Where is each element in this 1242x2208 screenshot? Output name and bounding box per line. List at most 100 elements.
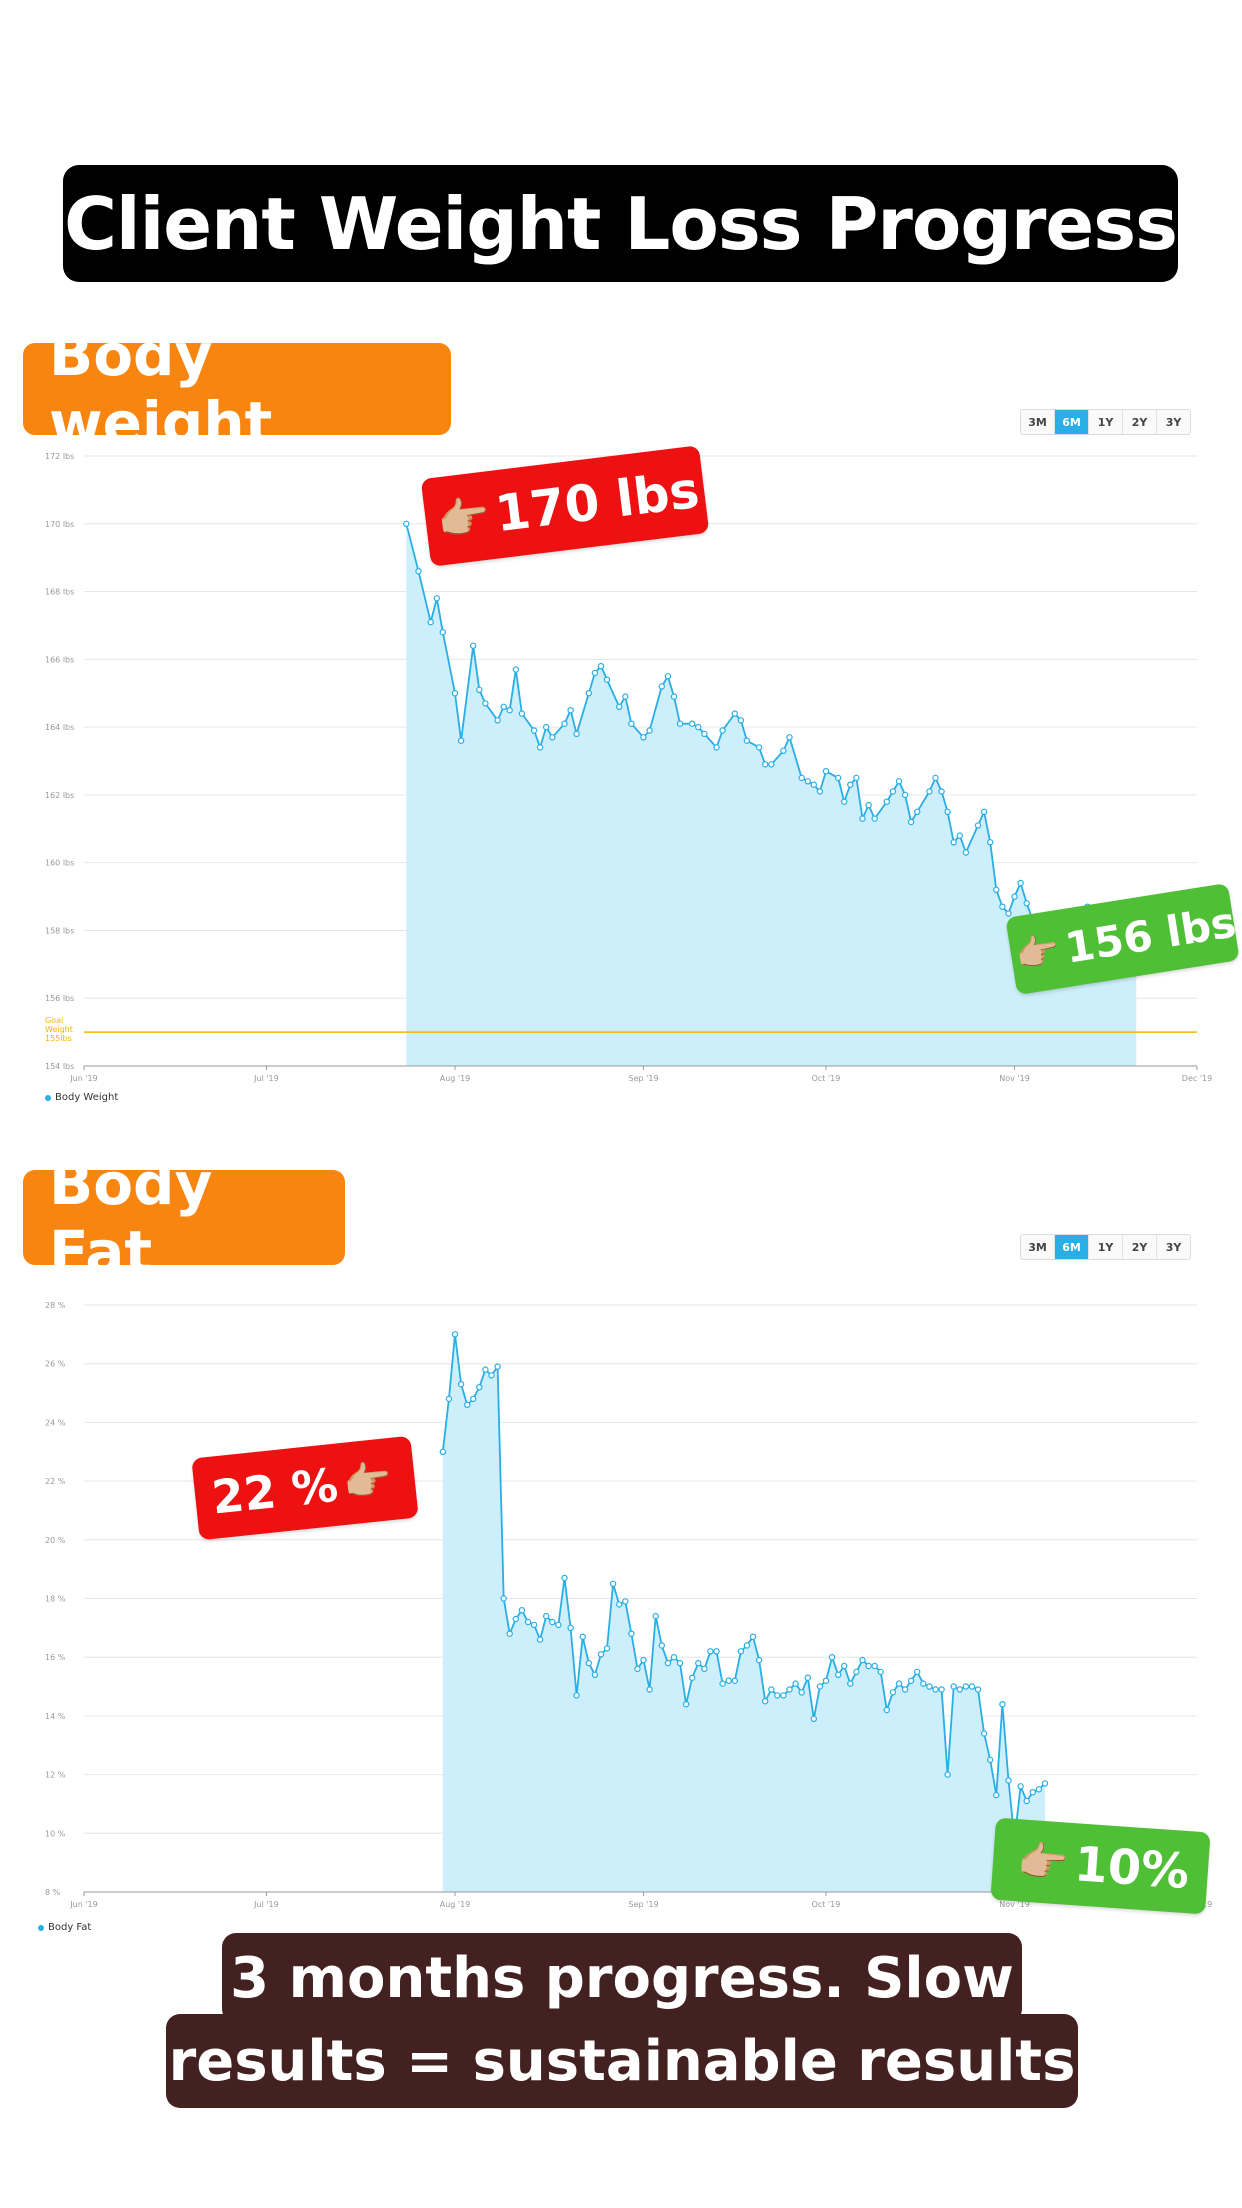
weight-data-point [841, 798, 848, 805]
weight-data-point [439, 629, 446, 636]
weight-data-point [786, 734, 793, 741]
weight-data-point [1005, 910, 1012, 917]
fat-data-point [464, 1401, 471, 1409]
fat-data-point [670, 1653, 678, 1661]
weight-data-point [494, 717, 501, 724]
weight-data-point [689, 720, 696, 727]
fat-data-point [847, 1680, 854, 1687]
fat-range-2y-button[interactable]: 2Y [1123, 1235, 1157, 1259]
footer-line-2: results = sustainable results [166, 2014, 1078, 2108]
fat-data-point [731, 1677, 739, 1684]
weight-range-3y-button[interactable]: 3Y [1165, 415, 1182, 429]
weight-data-point [427, 618, 434, 626]
legend-dot-icon [38, 1924, 44, 1931]
weight-y-tick-label: 164 lbs [45, 723, 74, 732]
weight-data-point [810, 781, 818, 788]
weight-data-point [585, 690, 593, 697]
fat-data-point [762, 1697, 769, 1705]
body-weight-legend: Body Weight [45, 1092, 118, 1103]
weight-data-point [950, 839, 957, 846]
fat-data-point [488, 1372, 495, 1379]
fat-data-point [792, 1680, 799, 1687]
fat-data-point [974, 1686, 982, 1693]
fat-data-point [871, 1662, 878, 1670]
fat-data-point [816, 1683, 824, 1690]
weight-data-point [713, 744, 720, 751]
weight-x-tick-label: Oct '19 [812, 1074, 841, 1083]
weight-data-point [1023, 900, 1030, 907]
weight-data-point [901, 791, 909, 799]
weight-data-point [597, 662, 605, 670]
fat-data-point [895, 1680, 903, 1687]
fat-data-point [616, 1601, 623, 1608]
weight-range-6m-button[interactable]: 6M [1055, 410, 1089, 434]
fat-data-point [883, 1706, 891, 1714]
fat-data-point [1017, 1783, 1024, 1790]
weight-data-point [804, 778, 812, 785]
fat-data-point [652, 1612, 659, 1620]
weight-goal-label: Weight [45, 1025, 73, 1034]
fat-data-point [780, 1692, 787, 1699]
weight-data-point [755, 744, 763, 751]
weight-x-tick-label: Jun '19 [69, 1074, 97, 1083]
weight-data-point [859, 815, 866, 822]
fat-range-3m-button[interactable]: 3M [1021, 1235, 1055, 1259]
weight-data-point [500, 703, 507, 711]
fat-start-value: 22 % [209, 1457, 341, 1525]
fat-data-point [470, 1395, 477, 1403]
fat-data-point [987, 1756, 994, 1764]
weight-y-tick-label: 170 lbs [45, 520, 74, 529]
weight-data-point [1011, 893, 1018, 900]
weight-data-point [543, 723, 550, 731]
fat-data-point [701, 1665, 708, 1673]
fat-area-fill [442, 1334, 1045, 1892]
weight-data-point [987, 839, 994, 846]
fat-data-point [786, 1686, 793, 1693]
weight-data-point [676, 720, 684, 727]
fat-data-point [579, 1633, 586, 1640]
weight-range-3m-button[interactable]: 3M [1021, 410, 1055, 434]
weight-data-point [530, 727, 538, 734]
weight-y-tick-label: 158 lbs [45, 926, 74, 935]
fat-data-point [859, 1656, 866, 1664]
weight-data-point [433, 595, 440, 602]
body-weight-chart: 154 lbs 156 lbs 158 lbs 160 lbs 162 lbs 164 l… [45, 452, 1212, 1083]
fat-data-point [926, 1683, 933, 1690]
weight-data-point [780, 747, 787, 755]
fat-y-tick-label: 18 % [45, 1595, 66, 1604]
weight-data-point [567, 707, 574, 714]
weight-range-1y-button[interactable]: 1Y [1089, 410, 1123, 434]
weight-range-2y-button[interactable]: 2Y [1123, 410, 1157, 434]
weight-y-tick-label: 162 lbs [45, 791, 74, 800]
fat-data-point [1035, 1786, 1043, 1793]
weight-data-point [573, 730, 580, 738]
weight-data-point [622, 693, 629, 700]
fat-data-point [609, 1580, 617, 1588]
fat-data-point [907, 1677, 915, 1684]
weight-data-point [847, 781, 854, 788]
fat-y-tick-label: 10 % [45, 1829, 66, 1838]
fat-range-selector: 3M 6M 1Y 2Y 3Y [1020, 1234, 1191, 1260]
fat-range-6m-button[interactable]: 6M [1055, 1235, 1089, 1259]
fat-data-point [968, 1683, 976, 1690]
weight-y-tick-label: 168 lbs [45, 588, 74, 597]
weight-data-point [914, 808, 921, 816]
weight-x-tick-label: Jul '19 [253, 1074, 279, 1083]
fat-data-point [676, 1659, 684, 1667]
fat-data-point [822, 1677, 830, 1684]
weight-y-tick-label: 156 lbs [45, 994, 74, 1003]
fat-range-3y-button[interactable]: 3Y [1165, 1240, 1182, 1254]
fat-range-1y-button[interactable]: 1Y [1089, 1235, 1123, 1259]
weight-y-tick-label: 154 lbs [45, 1062, 74, 1071]
weight-data-point [816, 788, 824, 795]
fat-data-point [494, 1363, 501, 1370]
fat-x-tick-label: Oct '19 [812, 1900, 841, 1909]
weight-data-point [701, 730, 708, 738]
fat-data-point [549, 1618, 556, 1626]
fat-y-tick-label: 14 % [45, 1712, 66, 1721]
fat-data-point [689, 1674, 696, 1681]
fat-y-tick-label: 26 % [45, 1360, 66, 1369]
fat-x-tick-label: Jun '19 [69, 1900, 97, 1909]
weight-data-point [512, 666, 520, 673]
weight-data-point [743, 737, 751, 744]
